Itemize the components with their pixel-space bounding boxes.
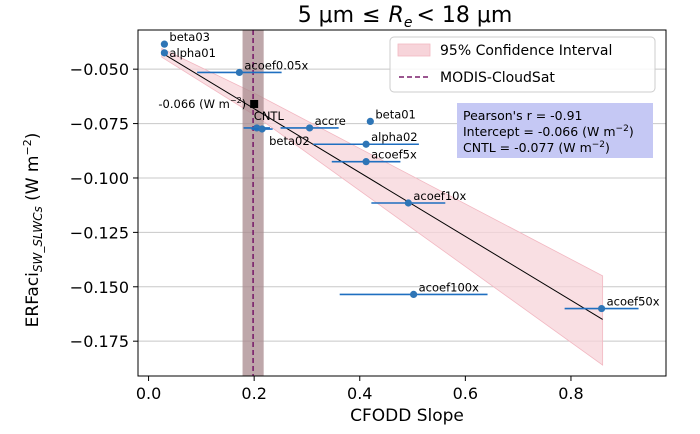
point-label: acoef50x — [607, 295, 660, 309]
x-tick-label: 0.0 — [136, 384, 161, 403]
point-label: acoef10x — [413, 189, 466, 203]
point-label: alpha01 — [169, 46, 216, 60]
x-tick-label: 0.6 — [453, 384, 478, 403]
legend-label-ci: 95% Confidence Interval — [440, 43, 612, 59]
legend-swatch-ci — [397, 43, 431, 57]
stats-box-bg — [457, 103, 653, 158]
y-axis-label: ERFaciSW_SLWCs (W m−2) — [21, 133, 45, 328]
data-point — [410, 290, 418, 298]
plot-area: beta03 alpha01 acoef0.05x CNTL beta02 accre be… — [70, 29, 667, 403]
y-tick-label: −0.150 — [70, 278, 129, 297]
point-label: beta01 — [375, 107, 416, 121]
data-point — [404, 199, 412, 207]
legend: 95% Confidence Interval MODIS-CloudSat — [389, 36, 656, 93]
data-point — [366, 117, 374, 125]
y-tick-label: −0.075 — [70, 115, 129, 134]
y-tick-label: −0.125 — [70, 223, 129, 242]
y-tick-label: −0.100 — [70, 169, 129, 188]
confidence-interval-band — [161, 47, 604, 366]
point-label: beta02 — [269, 134, 310, 148]
stats-intercept: Intercept = -0.066 (W m−2) — [463, 124, 634, 139]
point-label: acoef100x — [419, 280, 479, 294]
data-point — [597, 304, 606, 313]
x-axis-label: CFODD Slope — [350, 406, 464, 426]
data-point — [160, 49, 168, 57]
legend-box — [389, 36, 656, 93]
data-point — [306, 124, 314, 132]
x-tick-label: 0.8 — [558, 384, 583, 403]
point-label: CNTL — [254, 109, 285, 123]
x-tick-label: 0.4 — [347, 384, 372, 403]
y-tick-label: −0.175 — [70, 332, 129, 351]
point-label: acoef5x — [371, 148, 417, 162]
point-label: accre — [315, 114, 346, 128]
data-point — [362, 158, 370, 166]
point-label: alpha02 — [371, 130, 418, 144]
data-point — [258, 125, 266, 133]
stats-pearson: Pearson's r = -0.91 — [463, 108, 583, 123]
stats-cntl: CNTL = -0.077 (W m−2) — [463, 140, 610, 155]
x-tick-label: 0.2 — [241, 384, 266, 403]
data-point — [160, 40, 168, 48]
point-label: acoef0.05x — [244, 58, 308, 72]
data-point — [235, 68, 243, 77]
intercept-label: -0.066 (W m−2) — [158, 96, 246, 111]
intercept-marker — [250, 99, 259, 108]
point-label: beta03 — [169, 30, 210, 44]
legend-label-modis: MODIS-CloudSat — [440, 70, 555, 86]
data-point — [362, 140, 370, 148]
regression-line — [161, 52, 603, 320]
y-tick-label: −0.050 — [70, 60, 129, 79]
chart-title: 5 μm ≤ Re < 18 μm — [298, 3, 513, 31]
axes-frame — [137, 29, 667, 377]
